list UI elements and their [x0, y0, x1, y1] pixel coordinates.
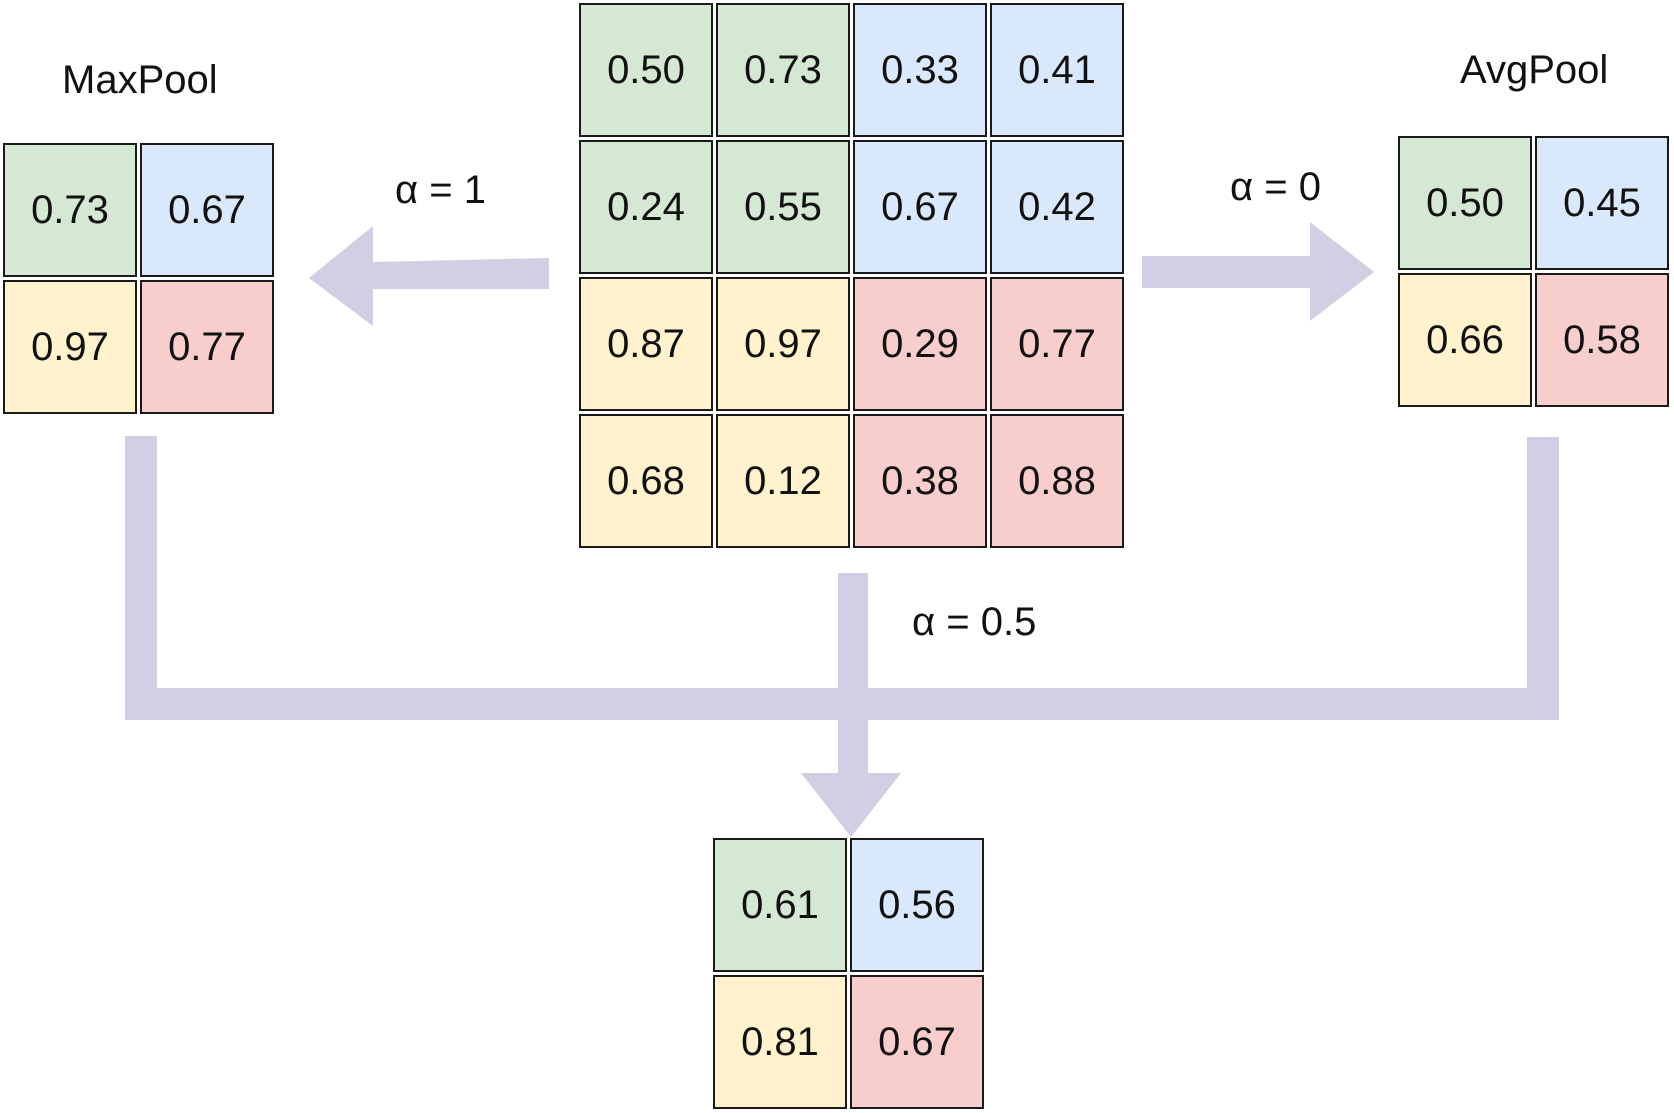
input-cell: 0.24: [579, 140, 713, 274]
input-cell: 0.33: [853, 3, 987, 137]
mixed-cell: 0.56: [850, 838, 984, 972]
arrow-to-maxpool: [309, 226, 549, 326]
input-cell: 0.77: [990, 277, 1124, 411]
mixed-cell: 0.67: [850, 975, 984, 1109]
avgpool-cell: 0.58: [1535, 273, 1669, 407]
input-feature-map: 0.50 0.73 0.33 0.41 0.24 0.55 0.67 0.42 …: [579, 3, 1124, 548]
arrow-to-output: [801, 773, 901, 837]
connector-maxpool-drop: [125, 436, 157, 720]
input-cell: 0.55: [716, 140, 850, 274]
input-cell: 0.41: [990, 3, 1124, 137]
input-cell: 0.50: [579, 3, 713, 137]
maxpool-cell: 0.97: [3, 280, 137, 414]
input-cell: 0.87: [579, 277, 713, 411]
alpha-avgpool-label: α = 0: [1230, 165, 1321, 209]
input-cell: 0.67: [853, 140, 987, 274]
avgpool-output: 0.50 0.45 0.66 0.58: [1398, 136, 1669, 407]
avgpool-title: AvgPool: [1460, 48, 1609, 92]
connector-center-stem: [838, 573, 868, 773]
alpha-maxpool-label: α = 1: [395, 168, 486, 212]
maxpool-title: MaxPool: [62, 58, 218, 102]
mixed-cell: 0.81: [713, 975, 847, 1109]
input-cell: 0.42: [990, 140, 1124, 274]
maxpool-output: 0.73 0.67 0.97 0.77: [3, 143, 274, 414]
maxpool-cell: 0.67: [140, 143, 274, 277]
avgpool-cell: 0.66: [1398, 273, 1532, 407]
input-cell: 0.97: [716, 277, 850, 411]
input-cell: 0.88: [990, 414, 1124, 548]
arrow-to-avgpool: [1142, 222, 1374, 321]
input-cell: 0.68: [579, 414, 713, 548]
avgpool-cell: 0.50: [1398, 136, 1532, 270]
avgpool-cell: 0.45: [1535, 136, 1669, 270]
maxpool-cell: 0.77: [140, 280, 274, 414]
input-cell: 0.12: [716, 414, 850, 548]
connector-avgpool-drop: [1527, 437, 1559, 720]
input-cell: 0.38: [853, 414, 987, 548]
input-cell: 0.73: [716, 3, 850, 137]
alpha-mixed-label: α = 0.5: [912, 600, 1037, 644]
mixed-pool-output: 0.61 0.56 0.81 0.67: [713, 838, 984, 1109]
input-cell: 0.29: [853, 277, 987, 411]
maxpool-cell: 0.73: [3, 143, 137, 277]
mixed-cell: 0.61: [713, 838, 847, 972]
